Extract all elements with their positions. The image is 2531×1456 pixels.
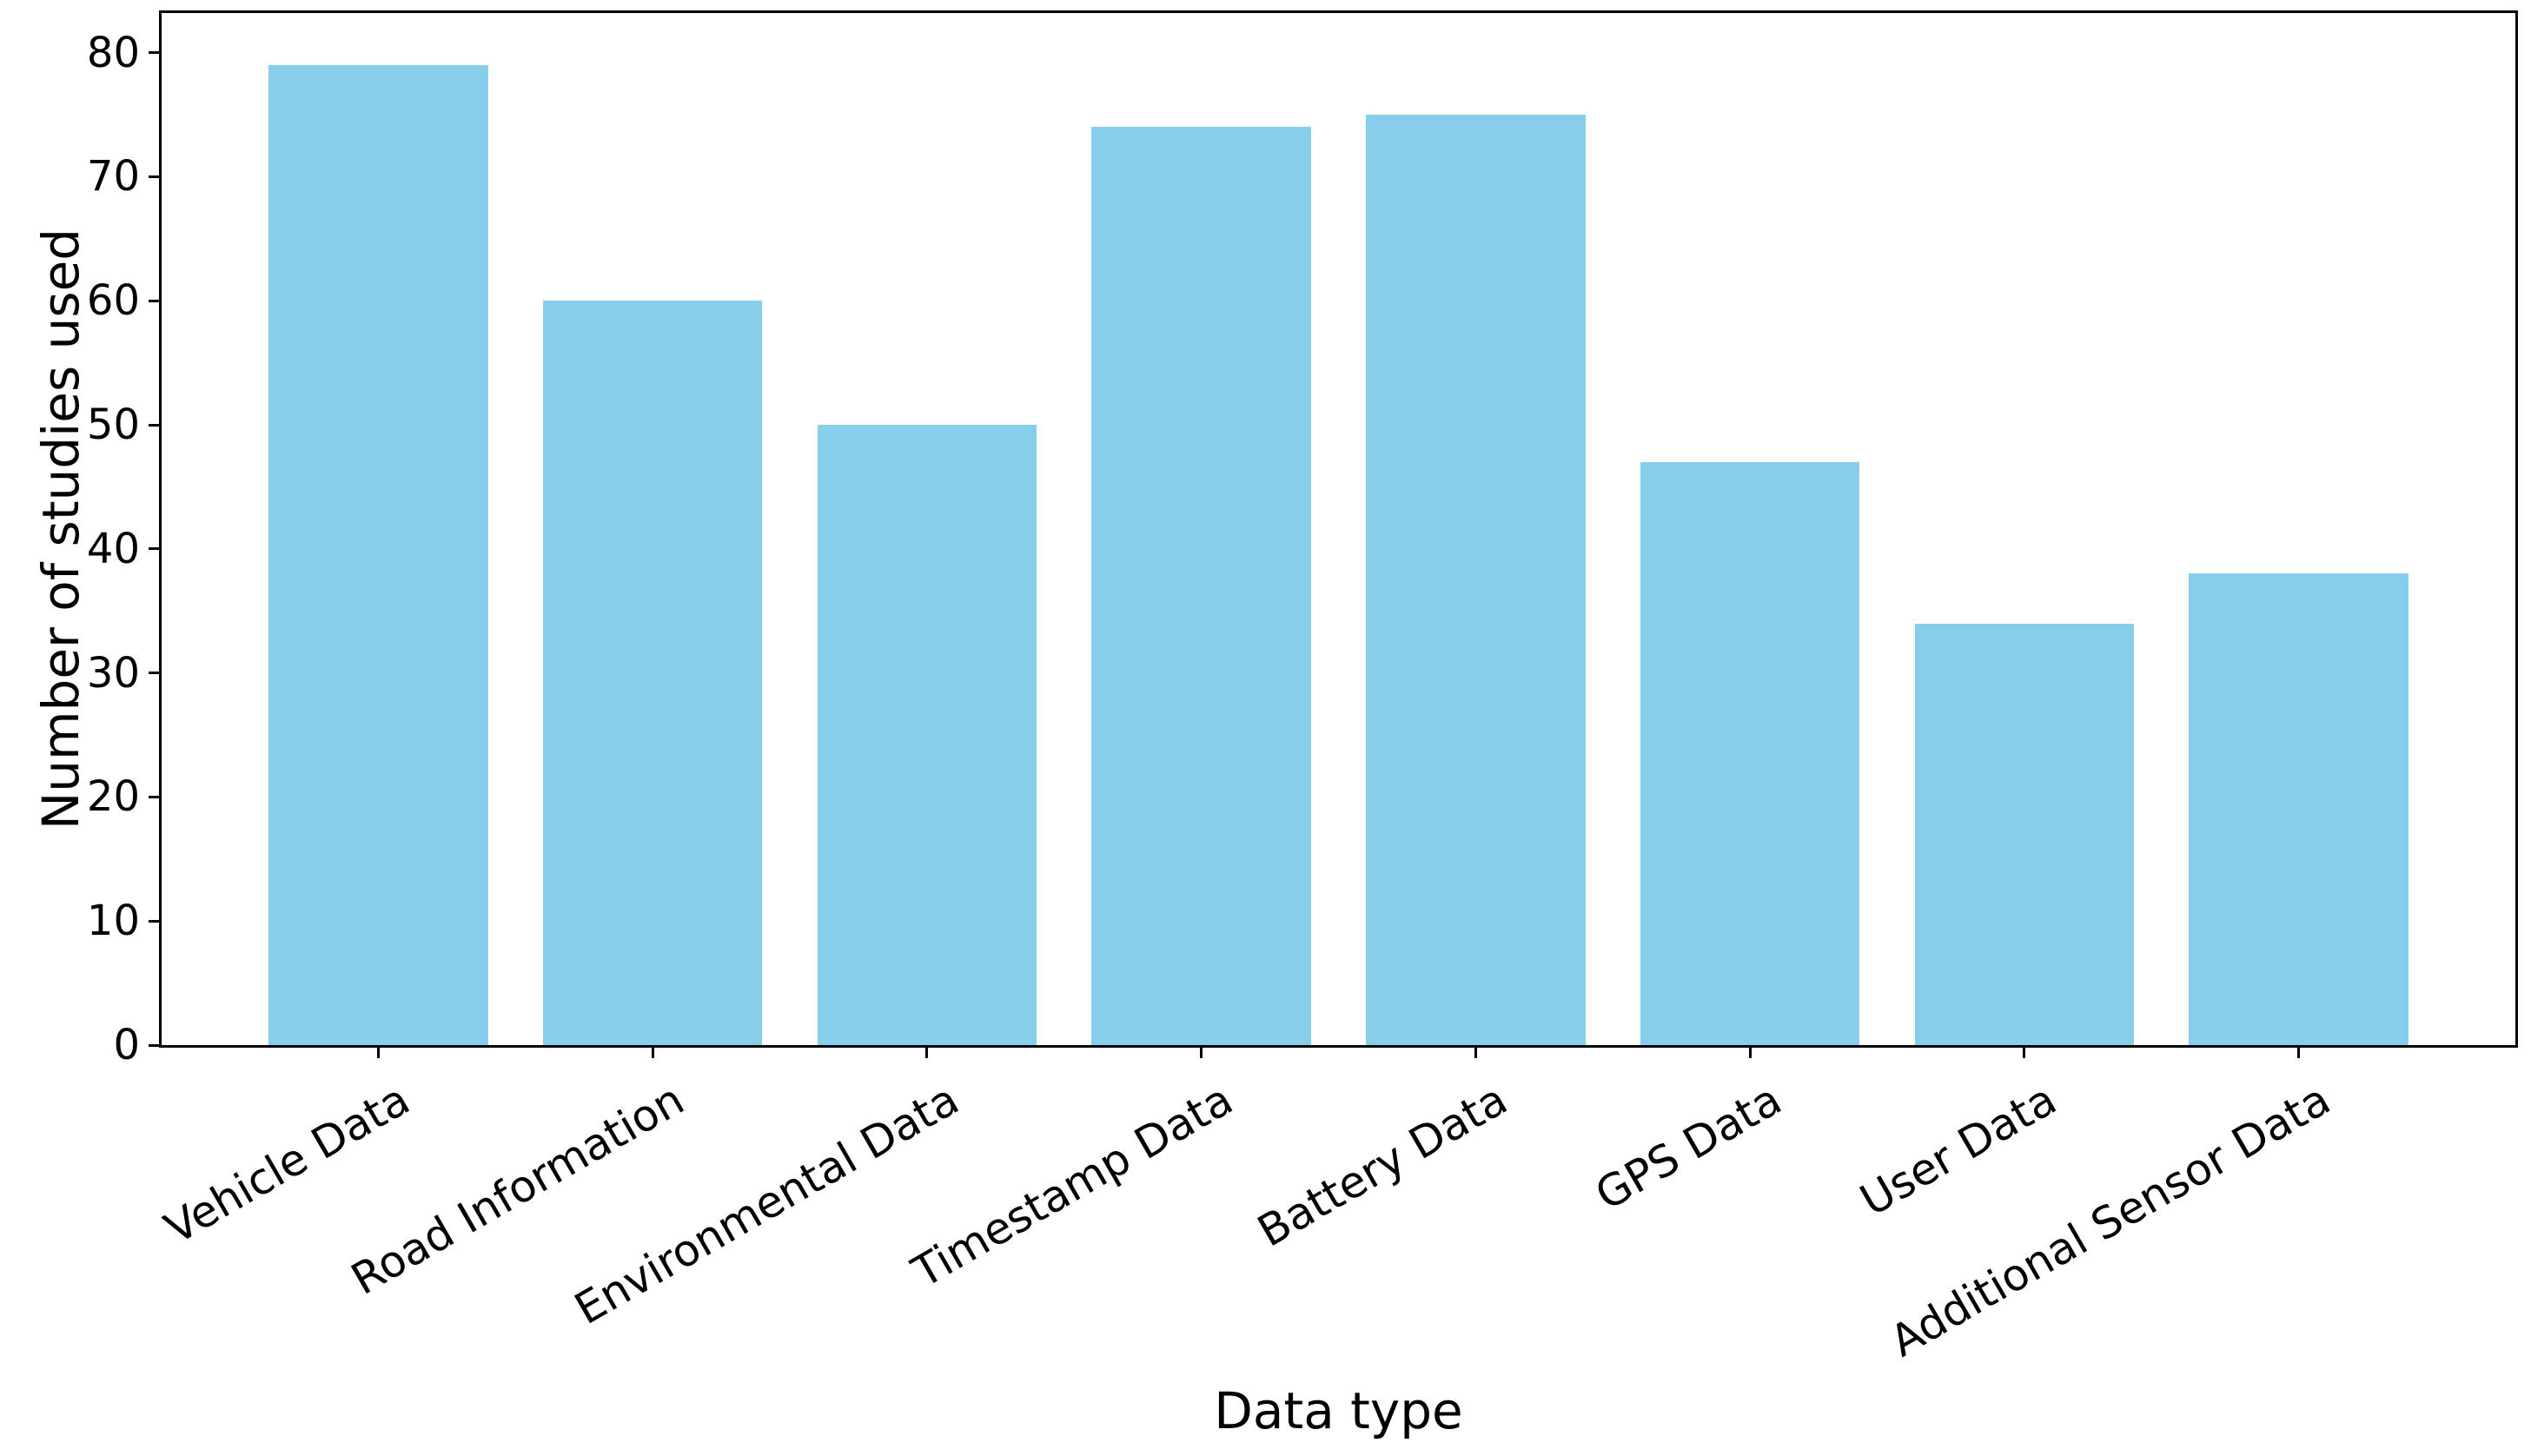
y-tick-label-50: 50 [86,400,140,450]
y-tick-label-70: 70 [86,152,140,202]
x-tick-label-user-data: User Data [1851,1074,2064,1227]
x-tick-label-battery-data: Battery Data [1249,1074,1516,1257]
y-tick-label-30: 30 [86,648,140,698]
y-tick-mark-80 [149,51,159,55]
x-tick-mark-battery-data [1474,1048,1477,1058]
y-tick-mark-0 [149,1043,159,1047]
x-tick-mark-gps-data [1748,1048,1752,1058]
x-tick-mark-user-data [2023,1048,2026,1058]
y-tick-label-0: 0 [113,1021,140,1069]
x-tick-mark-vehicle-data [376,1048,380,1058]
bar-gps-data [1640,461,1860,1045]
x-tick-mark-environmental-data [925,1048,929,1058]
bar-road-information [542,301,763,1045]
x-axis-title: Data type [1214,1381,1463,1440]
bar-vehicle-data [268,64,488,1045]
y-tick-mark-10 [149,919,159,923]
y-tick-label-80: 80 [86,28,140,77]
y-axis-title-text: Number of studies used [31,228,91,831]
y-tick-mark-40 [149,547,159,551]
y-tick-mark-30 [149,672,159,675]
bar-environmental-data [817,425,1037,1045]
y-axis-title: Number of studies used [30,13,91,1045]
bar-battery-data [1366,115,1586,1045]
y-tick-mark-50 [149,423,159,427]
x-tick-mark-timestamp-data [1200,1048,1203,1058]
x-tick-mark-road-information [651,1048,654,1058]
bar-timestamp-data [1091,127,1311,1045]
y-tick-label-60: 60 [86,276,140,326]
x-tick-mark-additional-sensor-data [2297,1048,2301,1058]
x-tick-label-vehicle-data: Vehicle Data [156,1074,419,1254]
y-tick-label-20: 20 [86,772,140,822]
y-tick-mark-60 [149,299,159,302]
y-tick-mark-70 [149,175,159,178]
plot-area [159,10,2518,1048]
bar-additional-sensor-data [2189,573,2408,1045]
bar-user-data [1914,623,2135,1045]
y-tick-mark-20 [149,795,159,798]
x-tick-label-gps-data: GPS Data [1587,1074,1791,1221]
x-tick-label-additional-sensor-data: Additional Sensor Data [1881,1074,2339,1367]
y-tick-label-10: 10 [86,897,140,946]
y-tick-label-40: 40 [86,524,140,573]
